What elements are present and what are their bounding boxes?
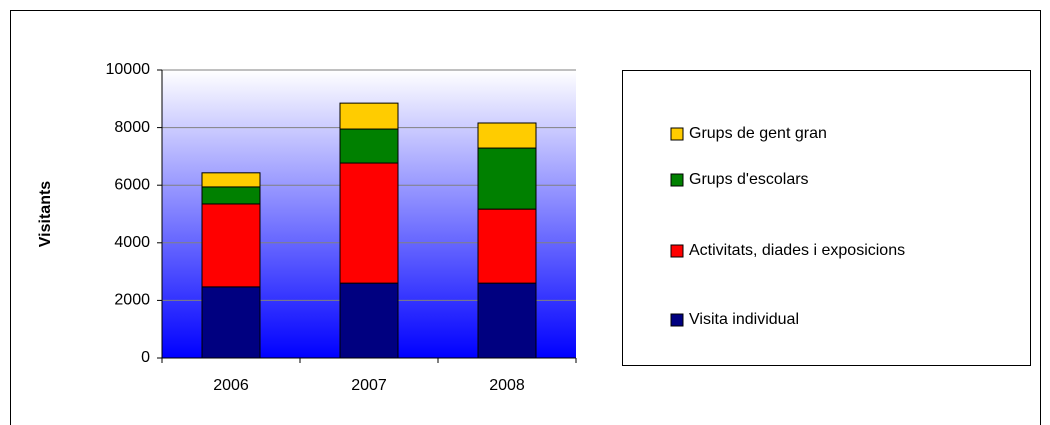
legend-label: Grups de gent gran [689,125,827,142]
y-axis-label: Visitants [37,181,54,248]
bar-segment [201,203,261,288]
bar-segment [477,147,537,210]
y-tick-label: 6000 [114,176,150,193]
legend-swatch [670,244,684,258]
legend-swatch [670,173,684,187]
bar-segment [477,282,537,359]
frame [10,10,1041,425]
y-tick-label: 10000 [106,61,151,78]
bar-segment [339,162,399,284]
x-tick-label: 2007 [351,377,387,394]
bar-segment [339,282,399,359]
legend-swatch [670,127,684,141]
y-tick-label: 2000 [114,292,150,309]
bar-segment [201,286,261,359]
bar-segment [201,186,261,205]
bar-segment [477,122,537,149]
bar-segment [477,208,537,284]
bar-segment [339,128,399,164]
legend-label: Visita individual [689,311,799,328]
bar-segment [201,172,261,188]
legend-label: Activitats, diades i exposicions [689,242,905,259]
legend-swatch [670,313,684,327]
y-tick-label: 4000 [114,234,150,251]
legend-label: Grups d'escolars [689,171,809,188]
y-tick-label: 0 [141,349,150,366]
x-tick-label: 2006 [213,377,249,394]
legend [622,70,1031,366]
bar-segment [339,102,399,130]
y-tick-label: 8000 [114,119,150,136]
x-tick-label: 2008 [489,377,525,394]
